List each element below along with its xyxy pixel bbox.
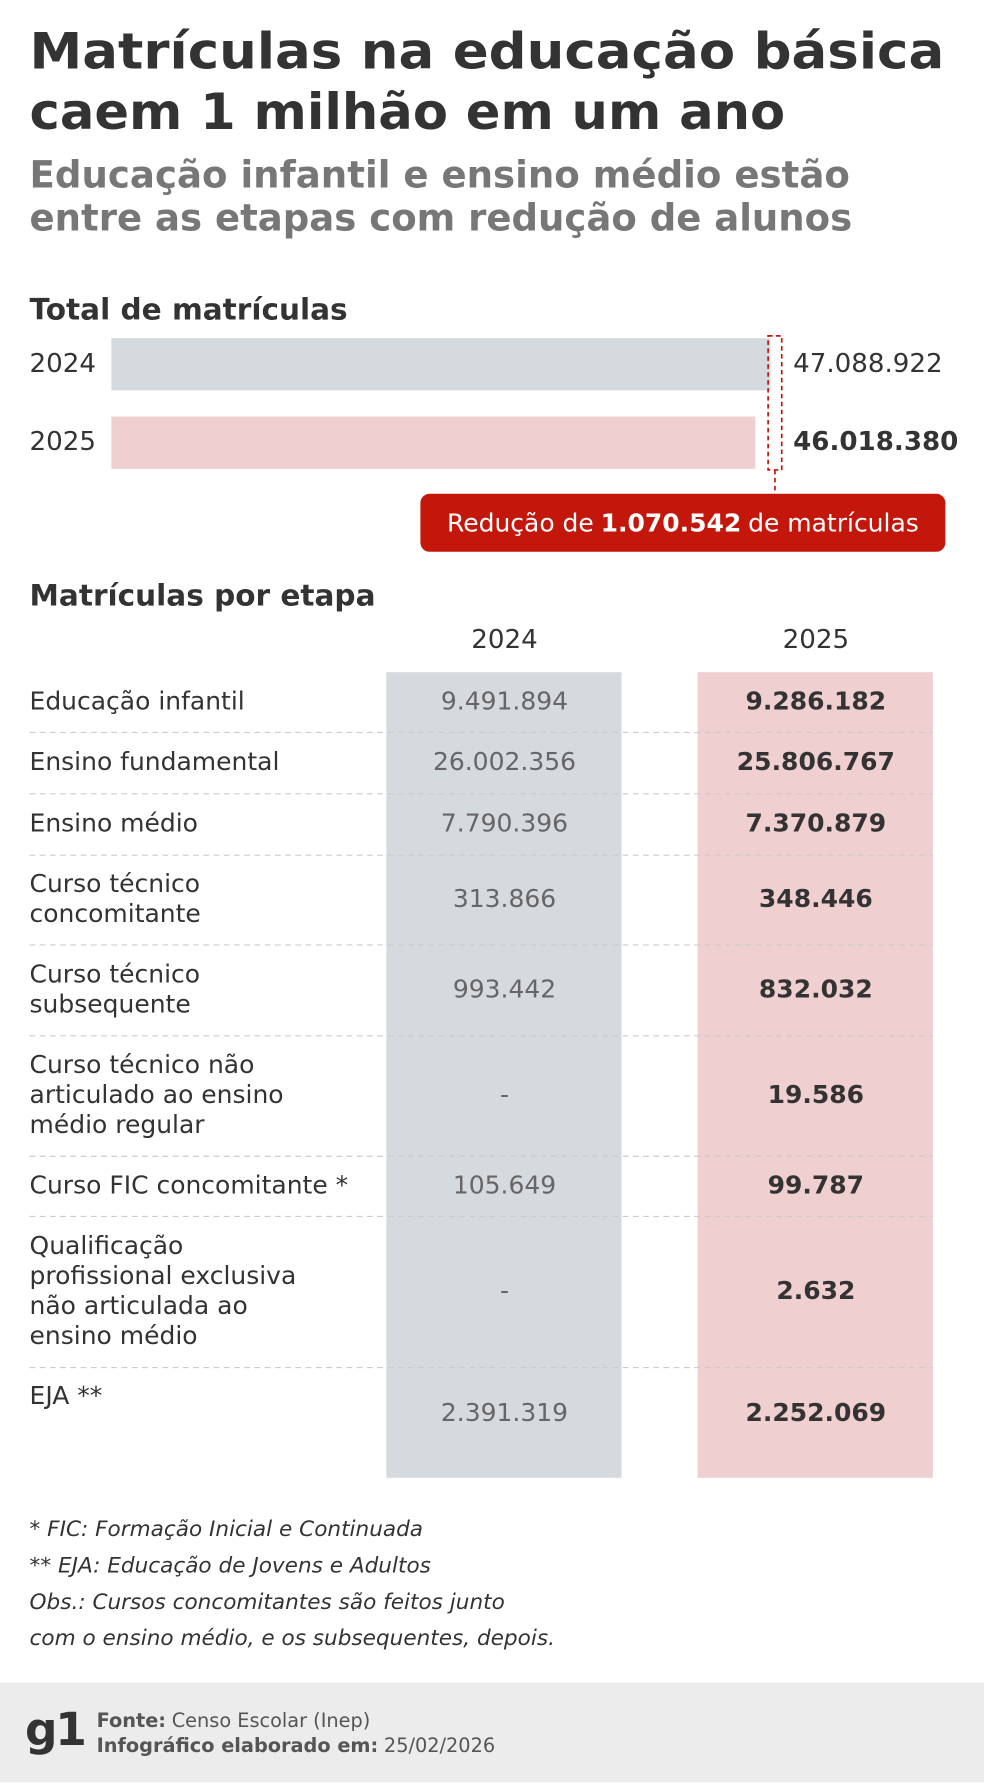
bar-value-label: 46.018.380: [793, 427, 958, 457]
column-header: 2025: [783, 625, 849, 655]
cell: 832.032: [759, 974, 873, 1003]
cell: 26.002.356: [433, 747, 576, 776]
cell: 2.252.069: [745, 1398, 886, 1427]
row-label: subsequente: [30, 989, 191, 1018]
row-label: ensino médio: [30, 1321, 198, 1350]
column-header: 2024: [471, 625, 538, 655]
annotation-value: 1.070.542: [601, 508, 742, 537]
cell: 2.632: [776, 1276, 855, 1305]
row-label: Curso técnico: [30, 959, 201, 988]
cell: 9.491.894: [441, 686, 568, 715]
cell: 7.370.879: [745, 808, 886, 837]
annotation: Redução de 1.070.542 de matrículas: [447, 508, 919, 537]
row-label: profissional exclusiva: [30, 1261, 297, 1290]
cell: -: [500, 1080, 509, 1109]
bar: [111, 338, 771, 391]
row-label: não articulada ao: [30, 1291, 248, 1320]
footer-label: Fonte:: [97, 1708, 166, 1731]
annotation-box: [420, 493, 946, 552]
cell: 19.586: [768, 1080, 864, 1109]
title: Matrículas na educação básica: [30, 23, 945, 81]
note: com o ensino médio, e os subsequentes, d…: [30, 1626, 555, 1651]
row-label: Ensino médio: [30, 808, 198, 837]
footer-value: Censo Escolar (Inep): [172, 1708, 371, 1731]
note: * FIC: Formação Inicial e Continuada: [30, 1517, 424, 1542]
title: caem 1 milhão em um ano: [30, 83, 786, 141]
bar-value-label: 47.088.922: [793, 349, 943, 379]
cell: 105.649: [453, 1170, 556, 1199]
row-label: articulado ao ensino: [30, 1080, 284, 1109]
row-label: Curso técnico: [30, 869, 201, 898]
footer-line: Fonte: Censo Escolar (Inep): [97, 1708, 371, 1731]
logo: g1: [25, 1703, 85, 1756]
row-label: Ensino fundamental: [30, 747, 280, 776]
row-label: Educação infantil: [30, 686, 245, 715]
footer-label: Infográfico elaborado em:: [97, 1733, 379, 1756]
footer-value: 25/02/2026: [384, 1733, 495, 1756]
bar: [111, 416, 756, 469]
cell: 25.806.767: [737, 747, 895, 776]
row-label: médio regular: [30, 1110, 206, 1139]
note: Obs.: Cursos concomitantes são feitos ju…: [30, 1590, 505, 1615]
cell: 2.391.319: [441, 1398, 568, 1427]
cell: -: [500, 1276, 509, 1305]
cell: 99.787: [768, 1170, 864, 1199]
subtitle: entre as etapas com redução de alunos: [30, 195, 853, 239]
bar-category: 2024: [30, 349, 97, 379]
note: ** EJA: Educação de Jovens e Adultos: [30, 1553, 431, 1578]
annotation-prefix: Redução de: [447, 508, 594, 537]
subtitle: Educação infantil e ensino médio estão: [30, 152, 850, 196]
table-title: Matrículas por etapa: [30, 579, 376, 613]
cell: 993.442: [453, 974, 556, 1003]
row-label: Curso técnico não: [30, 1050, 255, 1079]
footer-band: [0, 1682, 984, 1783]
row-label: EJA **: [30, 1381, 103, 1410]
chart-title: Total de matrículas: [30, 292, 348, 326]
column-band: [697, 672, 933, 1478]
cell: 313.866: [453, 884, 556, 913]
column-band: [386, 672, 622, 1478]
row-label: Curso FIC concomitante *: [30, 1170, 349, 1199]
bar-category: 2025: [30, 427, 97, 457]
row-label: Qualificação: [30, 1231, 184, 1260]
annotation-suffix: de matrículas: [748, 508, 919, 537]
row-label: concomitante: [30, 899, 201, 928]
footer-line: Infográfico elaborado em: 25/02/2026: [97, 1733, 496, 1756]
cell: 9.286.182: [745, 686, 886, 715]
cell: 7.790.396: [441, 808, 568, 837]
cell: 348.446: [759, 884, 873, 913]
